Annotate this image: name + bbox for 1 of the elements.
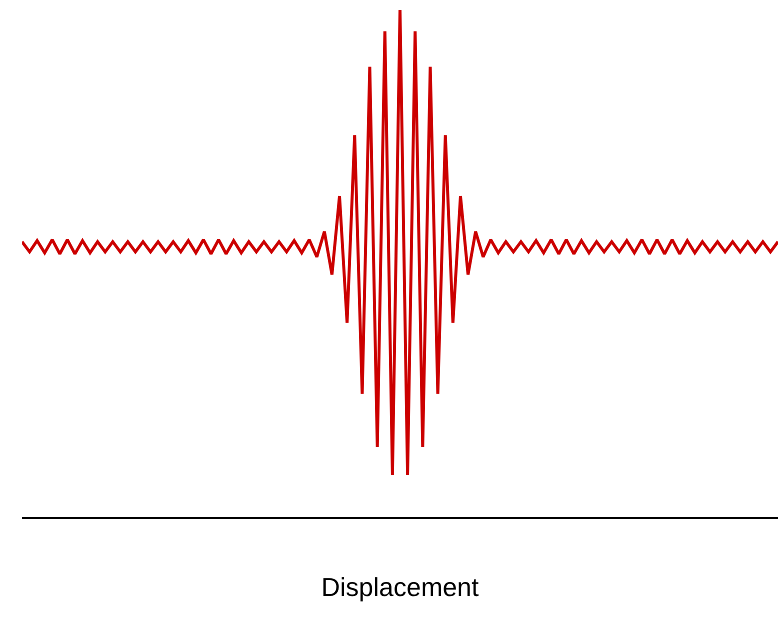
x-axis-title: Displacement — [321, 572, 480, 602]
